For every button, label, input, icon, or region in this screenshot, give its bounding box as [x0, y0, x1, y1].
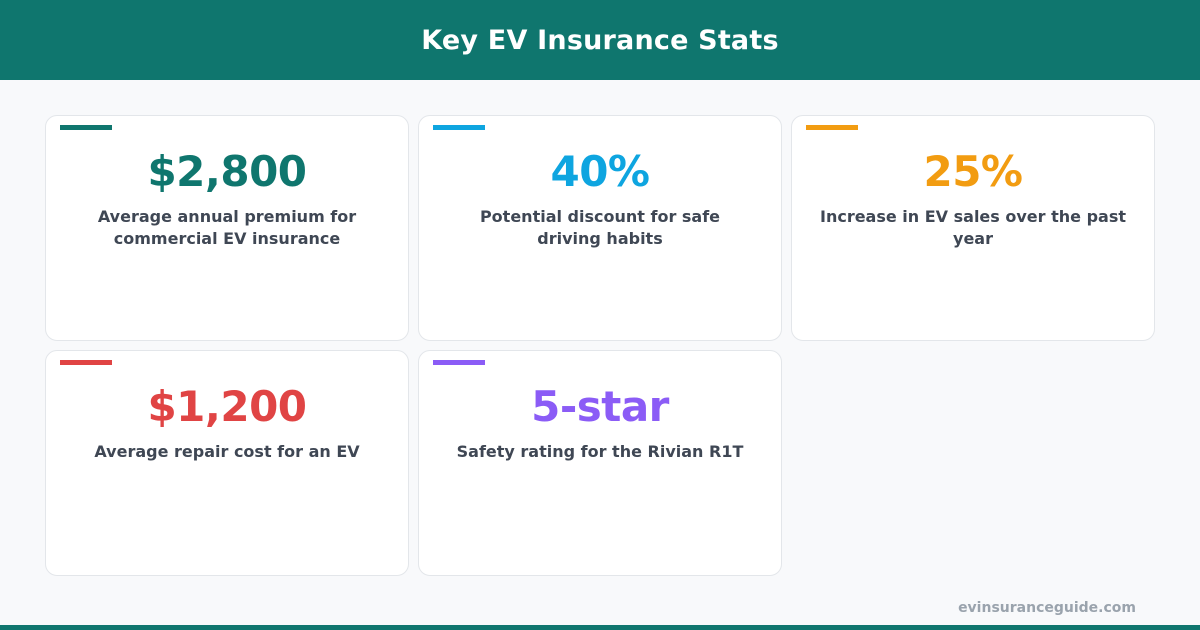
- stat-value: 5-star: [419, 383, 781, 431]
- stat-description: Average repair cost for an EV: [77, 441, 377, 463]
- footer-site-link[interactable]: evinsuranceguide.com: [958, 600, 1136, 616]
- header-banner: Key EV Insurance Stats: [0, 0, 1200, 80]
- card-accent-bar: [433, 360, 485, 365]
- page-title: Key EV Insurance Stats: [421, 25, 778, 56]
- stat-card-annual-premium: $2,800 Average annual premium for commer…: [45, 115, 409, 341]
- stat-description: Increase in EV sales over the past year: [808, 206, 1138, 250]
- card-accent-bar: [806, 125, 858, 130]
- card-accent-bar: [433, 125, 485, 130]
- stat-card-safe-driving-discount: 40% Potential discount for safe driving …: [418, 115, 782, 341]
- stat-value: $1,200: [46, 383, 408, 431]
- stat-description: Safety rating for the Rivian R1T: [450, 441, 750, 463]
- stat-value: 40%: [419, 148, 781, 196]
- stat-description: Average annual premium for commercial EV…: [77, 206, 377, 250]
- stat-card-safety-rating: 5-star Safety rating for the Rivian R1T: [418, 350, 782, 576]
- card-accent-bar: [60, 125, 112, 130]
- stat-card-repair-cost: $1,200 Average repair cost for an EV: [45, 350, 409, 576]
- stat-value: 25%: [792, 148, 1154, 196]
- footer-bar: [0, 625, 1200, 630]
- card-accent-bar: [60, 360, 112, 365]
- stat-value: $2,800: [46, 148, 408, 196]
- stat-description: Potential discount for safe driving habi…: [450, 206, 750, 250]
- stats-grid: $2,800 Average annual premium for commer…: [45, 115, 1155, 576]
- stat-card-ev-sales-increase: 25% Increase in EV sales over the past y…: [791, 115, 1155, 341]
